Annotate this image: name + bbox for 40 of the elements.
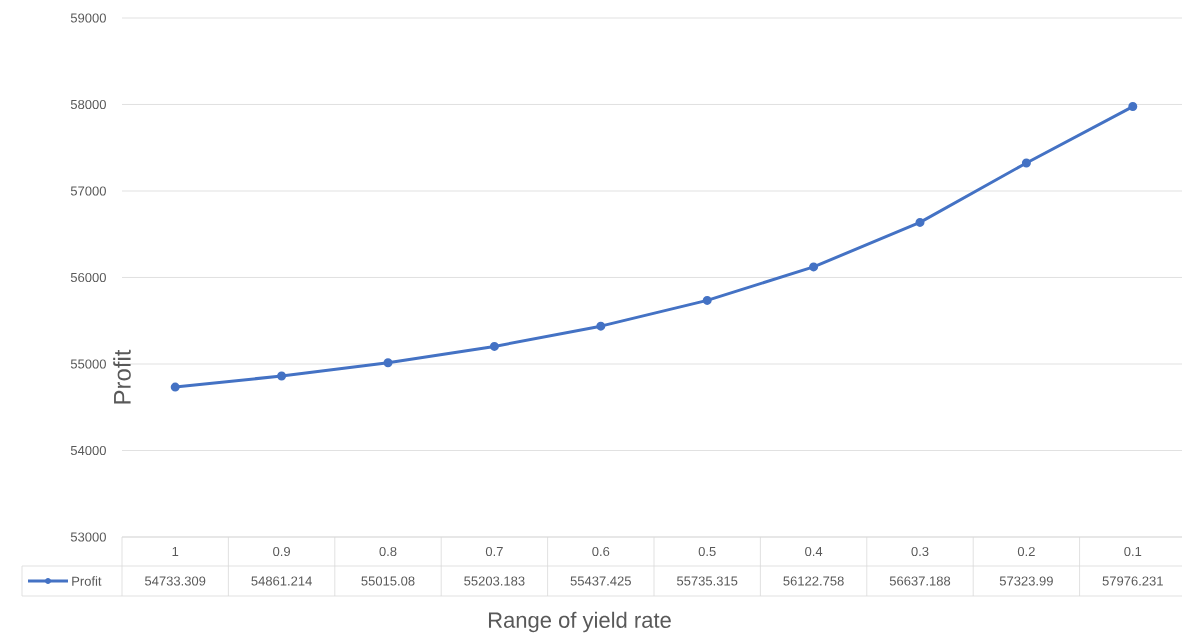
point — [170, 382, 180, 392]
x-tick-label: 1 — [172, 547, 179, 556]
data-label: 54861.214 — [251, 576, 312, 586]
point — [277, 371, 287, 381]
y-tick-label: 57000 — [70, 186, 106, 196]
x-tick-label: 0.1 — [1124, 546, 1142, 557]
point — [809, 262, 819, 272]
data-label: 56637.188 — [889, 576, 951, 586]
point — [489, 341, 499, 351]
data-label: 57976.231 — [1102, 576, 1163, 586]
x-tick-label: 0.2 — [1017, 546, 1035, 557]
point — [1128, 102, 1138, 112]
data-label: 55203.183 — [464, 576, 525, 586]
y-tick-label: 56000 — [70, 272, 106, 283]
data-label: 55437.425 — [570, 576, 631, 586]
y-tick-label: 58000 — [70, 99, 106, 110]
x-tick-label: 0.6 — [592, 546, 610, 557]
y-tick-label: 55000 — [70, 359, 106, 369]
x-tick-label: 0.5 — [698, 546, 716, 557]
point — [702, 295, 712, 305]
point — [596, 321, 606, 331]
data-label: 56122.758 — [783, 576, 844, 586]
x-tick-label: 0.8 — [379, 546, 397, 557]
point — [1021, 158, 1031, 168]
y-tick-label: 53000 — [70, 532, 106, 542]
data-label: 57323.99 — [999, 576, 1053, 586]
x-tick-label: 0.4 — [805, 546, 823, 557]
y-tick-label: 59000 — [70, 13, 106, 23]
point — [915, 217, 925, 227]
x-tick-label: 0.3 — [911, 546, 929, 557]
data-label: 54733.309 — [144, 576, 206, 586]
legend-label: Profit — [72, 576, 102, 586]
point — [383, 358, 393, 368]
data-label: 55015.08 — [361, 576, 415, 586]
x-tick-label: 0.7 — [485, 546, 503, 557]
y-tick-label: 54000 — [70, 445, 106, 456]
x-tick-label: 0.9 — [273, 546, 291, 557]
y-axis-title: Profit — [113, 349, 131, 404]
data-label: 55735.315 — [676, 576, 738, 586]
x-axis-title: Range of yield rate — [488, 611, 671, 633]
